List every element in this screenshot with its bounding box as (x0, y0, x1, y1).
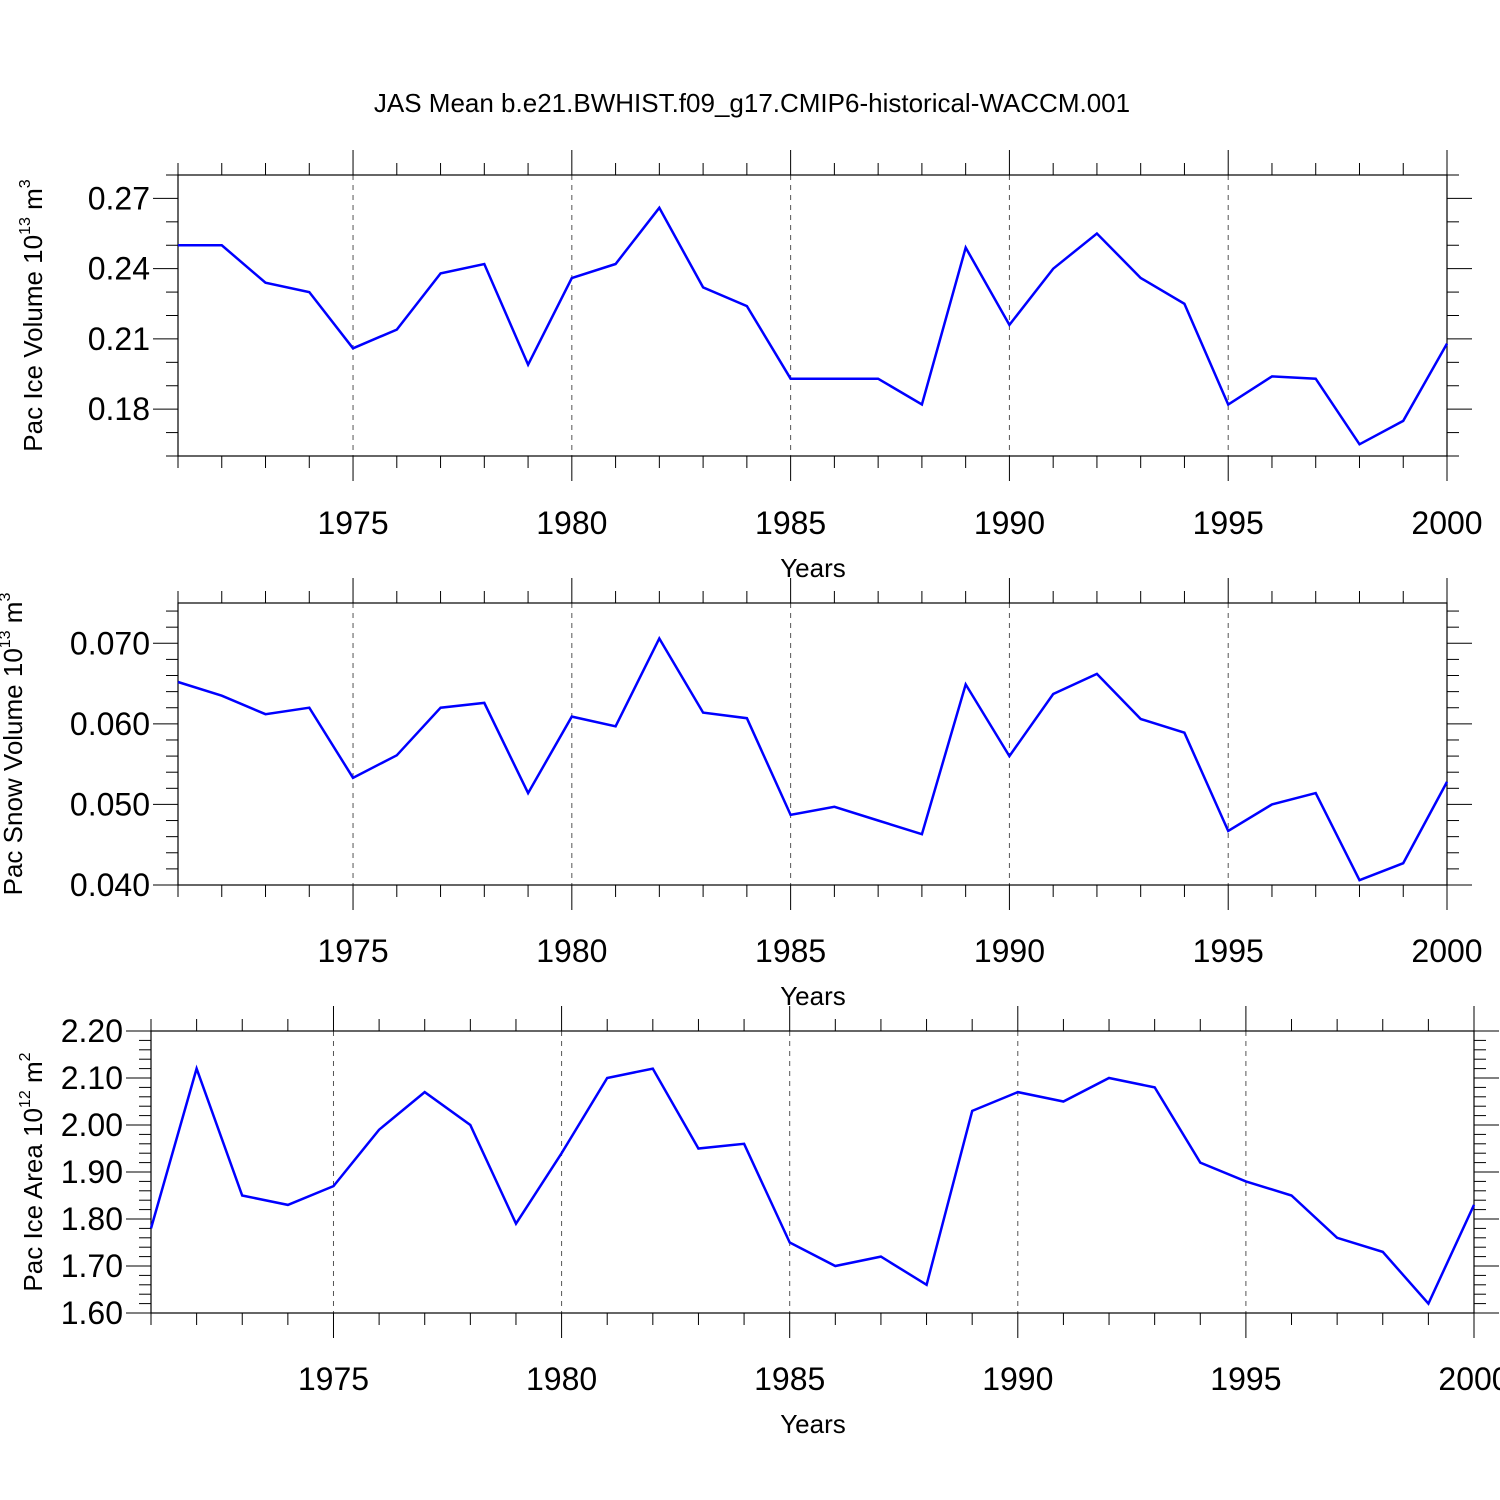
panel2-ytick-label-5: 2.10 (61, 1060, 123, 1096)
panel0-xtick-label-4: 1995 (1193, 505, 1264, 541)
panel1-ytick-label-1: 0.050 (70, 786, 150, 822)
panel0-ytick-label-2: 0.24 (88, 251, 150, 287)
panel2-series-line-0 (149, 1064, 1476, 1306)
panel1-yaxis-label-part-3: 3 (0, 593, 14, 602)
panel2-ytick-label-0: 1.60 (61, 1295, 123, 1331)
panel2-xtick-label-3: 1990 (982, 1361, 1053, 1397)
panel-ice-area: 1.60 1.70 1.80 1.90 2.00 2.10 2.20 1975 1980 1985… (17, 1006, 1500, 1439)
panel2-xtick-label-2: 1985 (754, 1361, 825, 1397)
panel1-xtick-label-2: 1985 (755, 933, 826, 969)
panel1-xtick-label-3: 1990 (974, 933, 1045, 969)
panel1-yaxis-label-part-0: Pac Snow Volume 10 (0, 648, 28, 895)
panel0-yaxis-label-part-2: m (18, 188, 48, 217)
panel0-xaxis-label: Years (780, 553, 846, 583)
panel1-ytick-label-2: 0.060 (70, 706, 150, 742)
panel0-plot-frame (177, 174, 1448, 457)
panel0-yaxis-label-part-0: Pac Ice Volume 10 (18, 235, 48, 452)
chart-title: JAS Mean b.e21.BWHIST.f09_g17.CMIP6-hist… (374, 88, 1130, 118)
panel0-yaxis-label-part-3: 3 (17, 179, 34, 188)
panel2-xtick-label-0: 1975 (298, 1361, 369, 1397)
panel0-ytick-label-0: 0.18 (88, 391, 150, 427)
panel1-yaxis-label: Pac Snow Volume 1013 m3 (0, 593, 28, 896)
panel1-xtick-label-4: 1995 (1193, 933, 1264, 969)
panel0-xtick-label-0: 1975 (317, 505, 388, 541)
panel2-ytick-label-3: 1.90 (61, 1154, 123, 1190)
panel2-yaxis-label-part-1: 12 (17, 1090, 34, 1108)
panel2-xtick-label-5: 2000 (1438, 1361, 1500, 1397)
panel0-ytick-label-1: 0.21 (88, 321, 150, 357)
panel2-ytick-label-1: 1.70 (61, 1248, 123, 1284)
panel2-yaxis-label-part-2: m (18, 1061, 48, 1090)
panel0-xtick-label-5: 2000 (1411, 505, 1482, 541)
panel1-xtick-label-5: 2000 (1411, 933, 1482, 969)
panel2-xaxis-label: Years (780, 1409, 846, 1439)
panel1-xtick-label-1: 1980 (536, 933, 607, 969)
panel0-ytick-label-3: 0.27 (88, 180, 150, 216)
panel0-yaxis-label-part-1: 13 (17, 217, 34, 235)
panel1-plot-frame (177, 602, 1448, 886)
panel0-xtick-label-1: 1980 (536, 505, 607, 541)
panel-ice-volume: 0.18 0.21 0.24 0.27 1975 1980 1985 1990 1995 2000… (17, 150, 1483, 583)
panel1-yaxis-label-part-2: m (0, 602, 28, 631)
panel0-xtick-label-2: 1985 (755, 505, 826, 541)
panel2-ytick-label-2: 1.80 (61, 1201, 123, 1237)
panel0-yaxis-label: Pac Ice Volume 1013 m3 (17, 179, 48, 452)
panel2-yaxis-label-part-3: 2 (17, 1052, 34, 1061)
panel0-xtick-label-3: 1990 (974, 505, 1045, 541)
panel2-yaxis-label-part-0: Pac Ice Area 10 (18, 1108, 48, 1292)
panel2-ytick-label-4: 2.00 (61, 1107, 123, 1143)
panel1-yaxis-label-part-1: 13 (0, 630, 14, 648)
panel2-xtick-label-4: 1995 (1210, 1361, 1281, 1397)
panel1-xaxis-label: Years (780, 981, 846, 1011)
panel1-series-line-0 (177, 635, 1449, 882)
panel1-ytick-label-0: 0.040 (70, 867, 150, 903)
panel2-yaxis-label: Pac Ice Area 1012 m2 (17, 1052, 48, 1291)
panel2-ytick-label-6: 2.20 (61, 1013, 123, 1049)
panel2-xtick-label-1: 1980 (526, 1361, 597, 1397)
panel1-ytick-label-3: 0.070 (70, 625, 150, 661)
panel1-xtick-label-0: 1975 (317, 933, 388, 969)
panel-snow-volume: 0.040 0.050 0.060 0.070 1975 1980 1985 1990 1995… (0, 578, 1483, 1011)
panel2-plot-frame (150, 1030, 1475, 1314)
panel0-series-line-0 (178, 205, 1449, 446)
